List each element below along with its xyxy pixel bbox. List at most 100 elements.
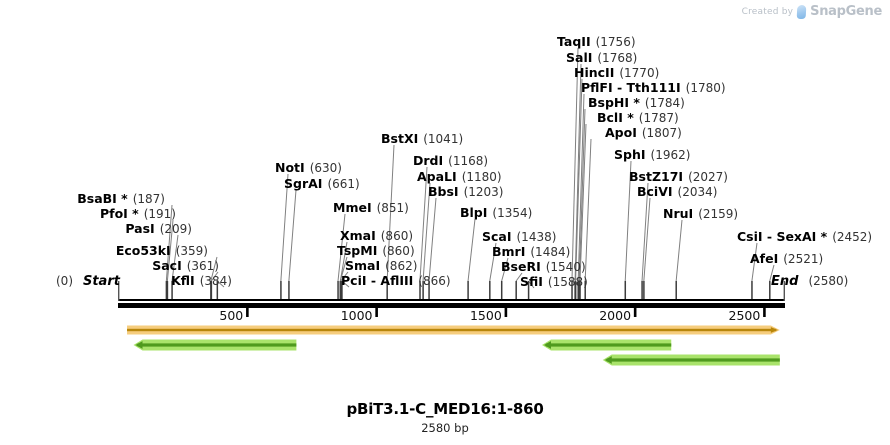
enzyme-name: BclI <box>597 110 623 125</box>
restriction-site-label: BbsI (1203) <box>428 185 503 199</box>
site-position: (1962) <box>650 148 691 162</box>
star-activity-marker: * <box>816 229 828 244</box>
site-position: (2521) <box>783 252 824 266</box>
enzyme-name: SalI <box>566 50 593 65</box>
axis-bar <box>118 303 785 308</box>
restriction-site-label: SmaI (862) <box>345 259 417 273</box>
restriction-site-label: BclI * (1787) <box>597 111 679 125</box>
enzyme-name: BspHI <box>588 95 630 110</box>
end-label: End (2580) <box>771 274 848 289</box>
enzyme-name: KflI <box>171 273 195 288</box>
restriction-site-label: TspMI (860) <box>337 244 415 258</box>
star-activity-marker: * <box>127 206 139 221</box>
site-position: (361) <box>186 259 219 273</box>
leader-lines-group <box>165 47 775 289</box>
site-ticks-group <box>165 281 771 301</box>
restriction-site-label: PfoI * (191) <box>100 207 176 221</box>
feature-green-feature-3 <box>602 354 780 366</box>
leader-line <box>288 189 297 282</box>
enzyme-name: HincII <box>574 65 615 80</box>
site-position: (1168) <box>448 154 489 168</box>
restriction-site-label: ScaI (1438) <box>482 230 556 244</box>
enzyme-name: BstZ17I <box>629 169 684 184</box>
site-tick <box>579 281 581 301</box>
enzyme-name: SphI <box>614 147 646 162</box>
ruler-tick <box>375 308 378 317</box>
restriction-site-label: NotI (630) <box>275 161 342 175</box>
leader-line <box>489 242 497 282</box>
star-activity-marker: * <box>622 110 634 125</box>
restriction-site-label: CsiI - SexAI * (2452) <box>737 230 872 244</box>
enzyme-name: BmrI <box>492 244 526 259</box>
site-position: (1768) <box>597 51 638 65</box>
site-tick <box>515 281 517 301</box>
enzyme-name: DrdI <box>413 153 444 168</box>
restriction-site-label: ApaLI (1180) <box>417 170 502 184</box>
enzyme-name: PasI <box>125 221 155 236</box>
watermark-prefix: Created by <box>741 6 794 17</box>
leader-line <box>428 197 437 282</box>
site-position: (191) <box>143 207 176 221</box>
site-position: (860) <box>380 229 414 243</box>
leader-line <box>501 257 509 282</box>
site-tick <box>624 281 627 301</box>
leader-line <box>515 272 523 282</box>
start-text: Start <box>82 274 120 289</box>
site-tick <box>171 281 173 301</box>
leader-line <box>386 144 395 282</box>
site-position: (851) <box>376 201 409 215</box>
enzyme-name: CsiI - SexAI <box>737 229 817 244</box>
leader-line <box>641 182 649 282</box>
leader-line <box>339 241 348 282</box>
site-tick <box>643 281 645 301</box>
site-tick <box>422 281 424 301</box>
leader-line <box>579 123 587 282</box>
restriction-site-label: BlpI (1354) <box>460 206 532 220</box>
restriction-site-label: SphI (1962) <box>614 148 690 162</box>
leader-line <box>578 108 586 282</box>
feature-arrowhead <box>604 356 612 364</box>
enzyme-name: BlpI <box>460 205 488 220</box>
snapgene-watermark: Created by SnapGene <box>741 4 883 19</box>
enzyme-name: BciVI <box>637 184 673 199</box>
restriction-site-label: ApoI (1807) <box>605 126 682 140</box>
site-tick <box>769 281 771 301</box>
site-position: (1203) <box>463 185 504 199</box>
restriction-site-label: BspHI * (1784) <box>588 96 685 110</box>
restriction-site-label: DrdI (1168) <box>413 154 488 168</box>
site-tick <box>419 281 421 301</box>
star-activity-marker: * <box>629 95 640 110</box>
feature-arrowhead <box>543 341 551 349</box>
restriction-site-label: BciVI (2034) <box>637 185 717 199</box>
site-tick <box>584 281 586 301</box>
site-position: (1540) <box>545 260 586 274</box>
start-label: (0) Start <box>56 274 120 289</box>
restriction-site-label: SacI (361) <box>152 259 219 273</box>
site-position: (866) <box>418 274 451 288</box>
enzyme-name: BseRI <box>501 259 541 274</box>
site-tick <box>489 281 491 301</box>
feature-backbone-feature <box>127 325 780 335</box>
enzyme-name: PflFI - Tth111I <box>581 80 681 95</box>
axis-start-cap <box>118 281 120 301</box>
leader-line <box>341 280 350 288</box>
site-tick <box>216 281 219 301</box>
site-tick <box>467 281 469 301</box>
site-position: (1484) <box>530 245 571 259</box>
restriction-site-label: HincII (1770) <box>574 66 659 80</box>
end-text: End <box>771 274 799 289</box>
restriction-site-label: XmaI (860) <box>340 229 413 243</box>
site-position: (1780) <box>685 81 726 95</box>
site-tick <box>675 281 677 301</box>
enzyme-name: TaqII <box>557 34 591 49</box>
enzyme-name: ApoI <box>605 125 637 140</box>
leader-line <box>577 93 585 282</box>
leader-line <box>584 138 592 282</box>
features-group <box>127 325 780 366</box>
ruler-tick-label: 2500 <box>728 308 761 323</box>
feature-core <box>137 343 297 347</box>
restriction-site-label: BseRI (1540) <box>501 260 586 274</box>
leader-line <box>339 256 348 282</box>
site-position: (1756) <box>595 35 636 49</box>
feature-core <box>546 343 672 347</box>
